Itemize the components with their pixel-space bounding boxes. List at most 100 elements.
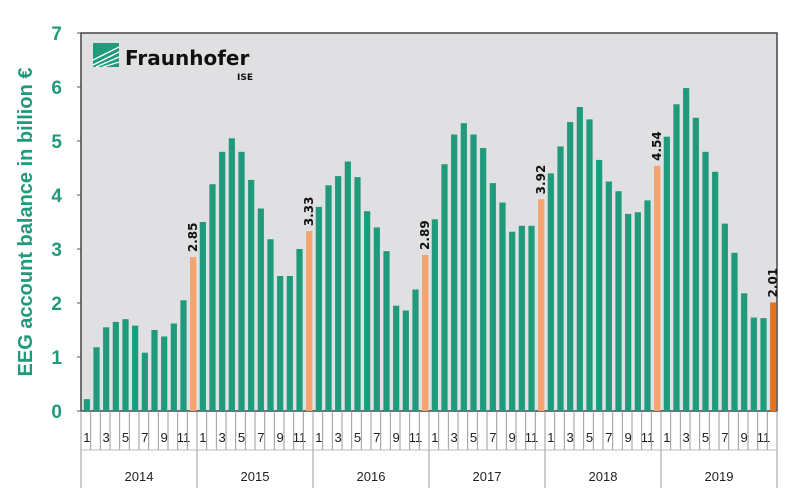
month-label: 11: [409, 430, 423, 445]
month-label: 3: [683, 430, 690, 445]
bar: [731, 252, 738, 411]
bar: [586, 119, 593, 412]
month-label: 9: [741, 430, 748, 445]
month-label: 11: [293, 430, 307, 445]
month-label: 1: [315, 430, 322, 445]
data-label: 2.01: [766, 268, 780, 298]
bar: [296, 249, 303, 411]
bar: [518, 225, 525, 411]
bar: [663, 136, 670, 411]
bar: [605, 181, 612, 411]
plot-area: [80, 32, 778, 412]
month-label: 7: [373, 430, 380, 445]
bar: [373, 227, 380, 411]
month-label: 11: [525, 430, 539, 445]
bar: [248, 179, 255, 411]
bar: [383, 251, 390, 411]
bar: [692, 117, 699, 411]
bar: [634, 212, 641, 411]
month-label: 9: [277, 430, 284, 445]
y-tick-label: 7: [51, 24, 62, 45]
year-label: 2016: [357, 469, 386, 484]
bar: [209, 184, 216, 411]
bar: [199, 222, 206, 411]
month-label: 5: [122, 430, 129, 445]
year-label: 2019: [705, 469, 734, 484]
bar: [625, 213, 632, 411]
bar: [161, 336, 168, 411]
bar: [93, 347, 100, 411]
bar: [219, 151, 226, 412]
bar: [760, 318, 767, 411]
bar: [451, 134, 458, 411]
month-label: 1: [431, 430, 438, 445]
y-tick-label: 2: [51, 294, 62, 315]
year-label: 2017: [473, 469, 502, 484]
fraunhofer-logo: Fraunhofer ISE: [92, 43, 253, 83]
month-label: 3: [451, 430, 458, 445]
bar: [547, 173, 554, 411]
month-label: 7: [605, 430, 612, 445]
bar: [122, 319, 129, 411]
bar: [325, 185, 332, 411]
bar: [576, 106, 583, 411]
bar: [673, 104, 680, 411]
bar: [277, 276, 284, 411]
month-label: 7: [489, 430, 496, 445]
data-label: 4.54: [650, 131, 664, 161]
month-label: 3: [103, 430, 110, 445]
bar: [509, 231, 516, 411]
bar: [441, 164, 448, 411]
month-label: 5: [586, 430, 593, 445]
bar: [741, 293, 748, 411]
bar: [286, 276, 293, 411]
y-tick-label: 6: [51, 78, 62, 99]
month-label: 5: [702, 430, 709, 445]
bar: [422, 254, 429, 411]
y-tick-label: 4: [51, 186, 62, 207]
bar: [364, 211, 371, 411]
bar: [489, 183, 496, 411]
month-label: 5: [470, 430, 477, 445]
bar: [702, 151, 709, 412]
y-tick-label: 1: [51, 348, 62, 369]
bar: [402, 310, 409, 411]
month-label: 11: [641, 430, 655, 445]
month-label: 3: [219, 430, 226, 445]
bar: [83, 399, 90, 411]
y-axis-title: EEG account balance in billion €: [15, 68, 37, 377]
month-label: 1: [547, 430, 554, 445]
month-label: 11: [177, 430, 191, 445]
bar: [112, 321, 119, 411]
bar: [683, 88, 690, 411]
bar: [354, 177, 361, 411]
data-label: 2.89: [418, 220, 432, 250]
bar: [306, 231, 313, 411]
y-tick-label: 5: [51, 132, 62, 153]
bar: [644, 200, 651, 411]
bar: [228, 138, 235, 412]
bar: [151, 330, 158, 411]
month-label: 9: [625, 430, 632, 445]
bar: [141, 352, 148, 411]
bar: [615, 191, 622, 411]
y-tick-label: 3: [51, 240, 62, 261]
month-label: 9: [509, 430, 516, 445]
bar: [267, 239, 274, 411]
bar: [132, 325, 139, 411]
data-label: 3.92: [534, 165, 548, 195]
data-label: 3.33: [302, 197, 316, 227]
bar: [721, 223, 728, 411]
bar: [257, 208, 264, 411]
bar: [315, 206, 322, 411]
data-label: 2.85: [186, 222, 200, 252]
bar: [238, 151, 245, 412]
bar: [344, 161, 351, 411]
bar: [431, 219, 438, 411]
bar: [750, 317, 757, 411]
bar: [654, 165, 661, 411]
bar: [499, 202, 506, 411]
bar: [770, 302, 777, 411]
year-label: 2015: [241, 469, 270, 484]
bar: [596, 159, 603, 411]
